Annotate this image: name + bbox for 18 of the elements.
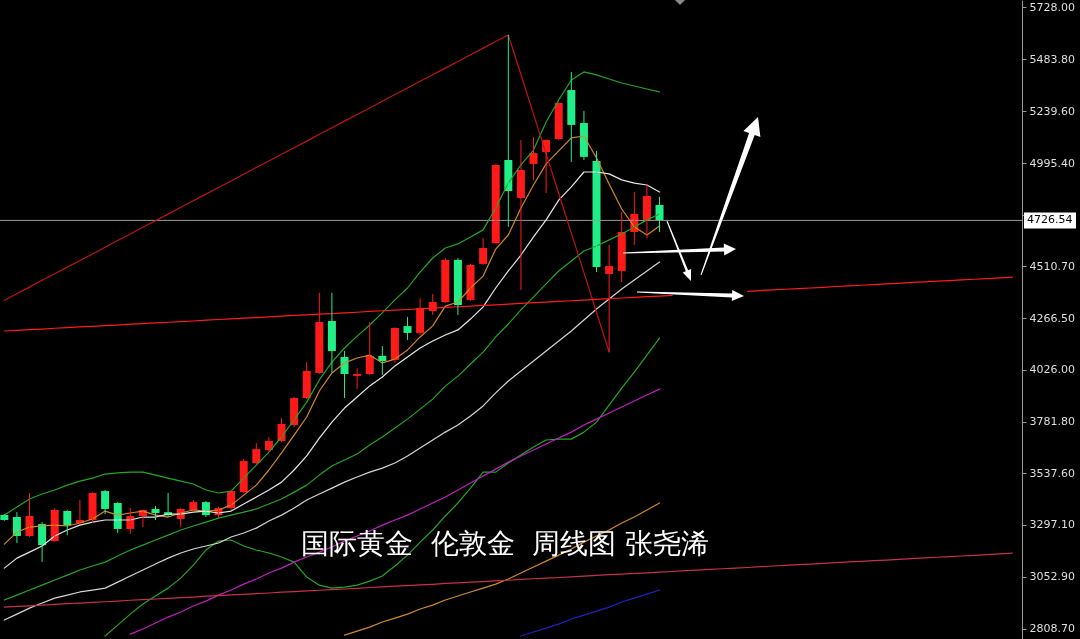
y-tick-label: 3537.60 xyxy=(1029,466,1075,480)
y-tick-label: 4995.40 xyxy=(1029,156,1075,170)
line-series xyxy=(3,34,610,353)
y-tick-label: 4026.00 xyxy=(1029,363,1075,377)
y-tick-label: 2808.70 xyxy=(1029,622,1075,636)
y-tick-label: 5728.00 xyxy=(1029,0,1075,14)
ref-line-label: 4726.54 xyxy=(1027,213,1073,227)
y-tick-label: 3781.80 xyxy=(1029,415,1075,428)
y-tick-label: 3052.90 xyxy=(1029,570,1075,584)
candlestick xyxy=(0,513,9,522)
y-tick-label: 4266.50 xyxy=(1029,311,1075,325)
candlestick xyxy=(403,316,412,341)
line-series xyxy=(3,71,661,516)
line-series xyxy=(520,589,661,637)
y-tick-label: 3297.10 xyxy=(1029,518,1075,532)
y-tick-label: 5239.60 xyxy=(1029,104,1075,118)
y-tick-label: 4510.70 xyxy=(1029,259,1075,273)
y-tick-label: 5483.80 xyxy=(1029,52,1075,66)
